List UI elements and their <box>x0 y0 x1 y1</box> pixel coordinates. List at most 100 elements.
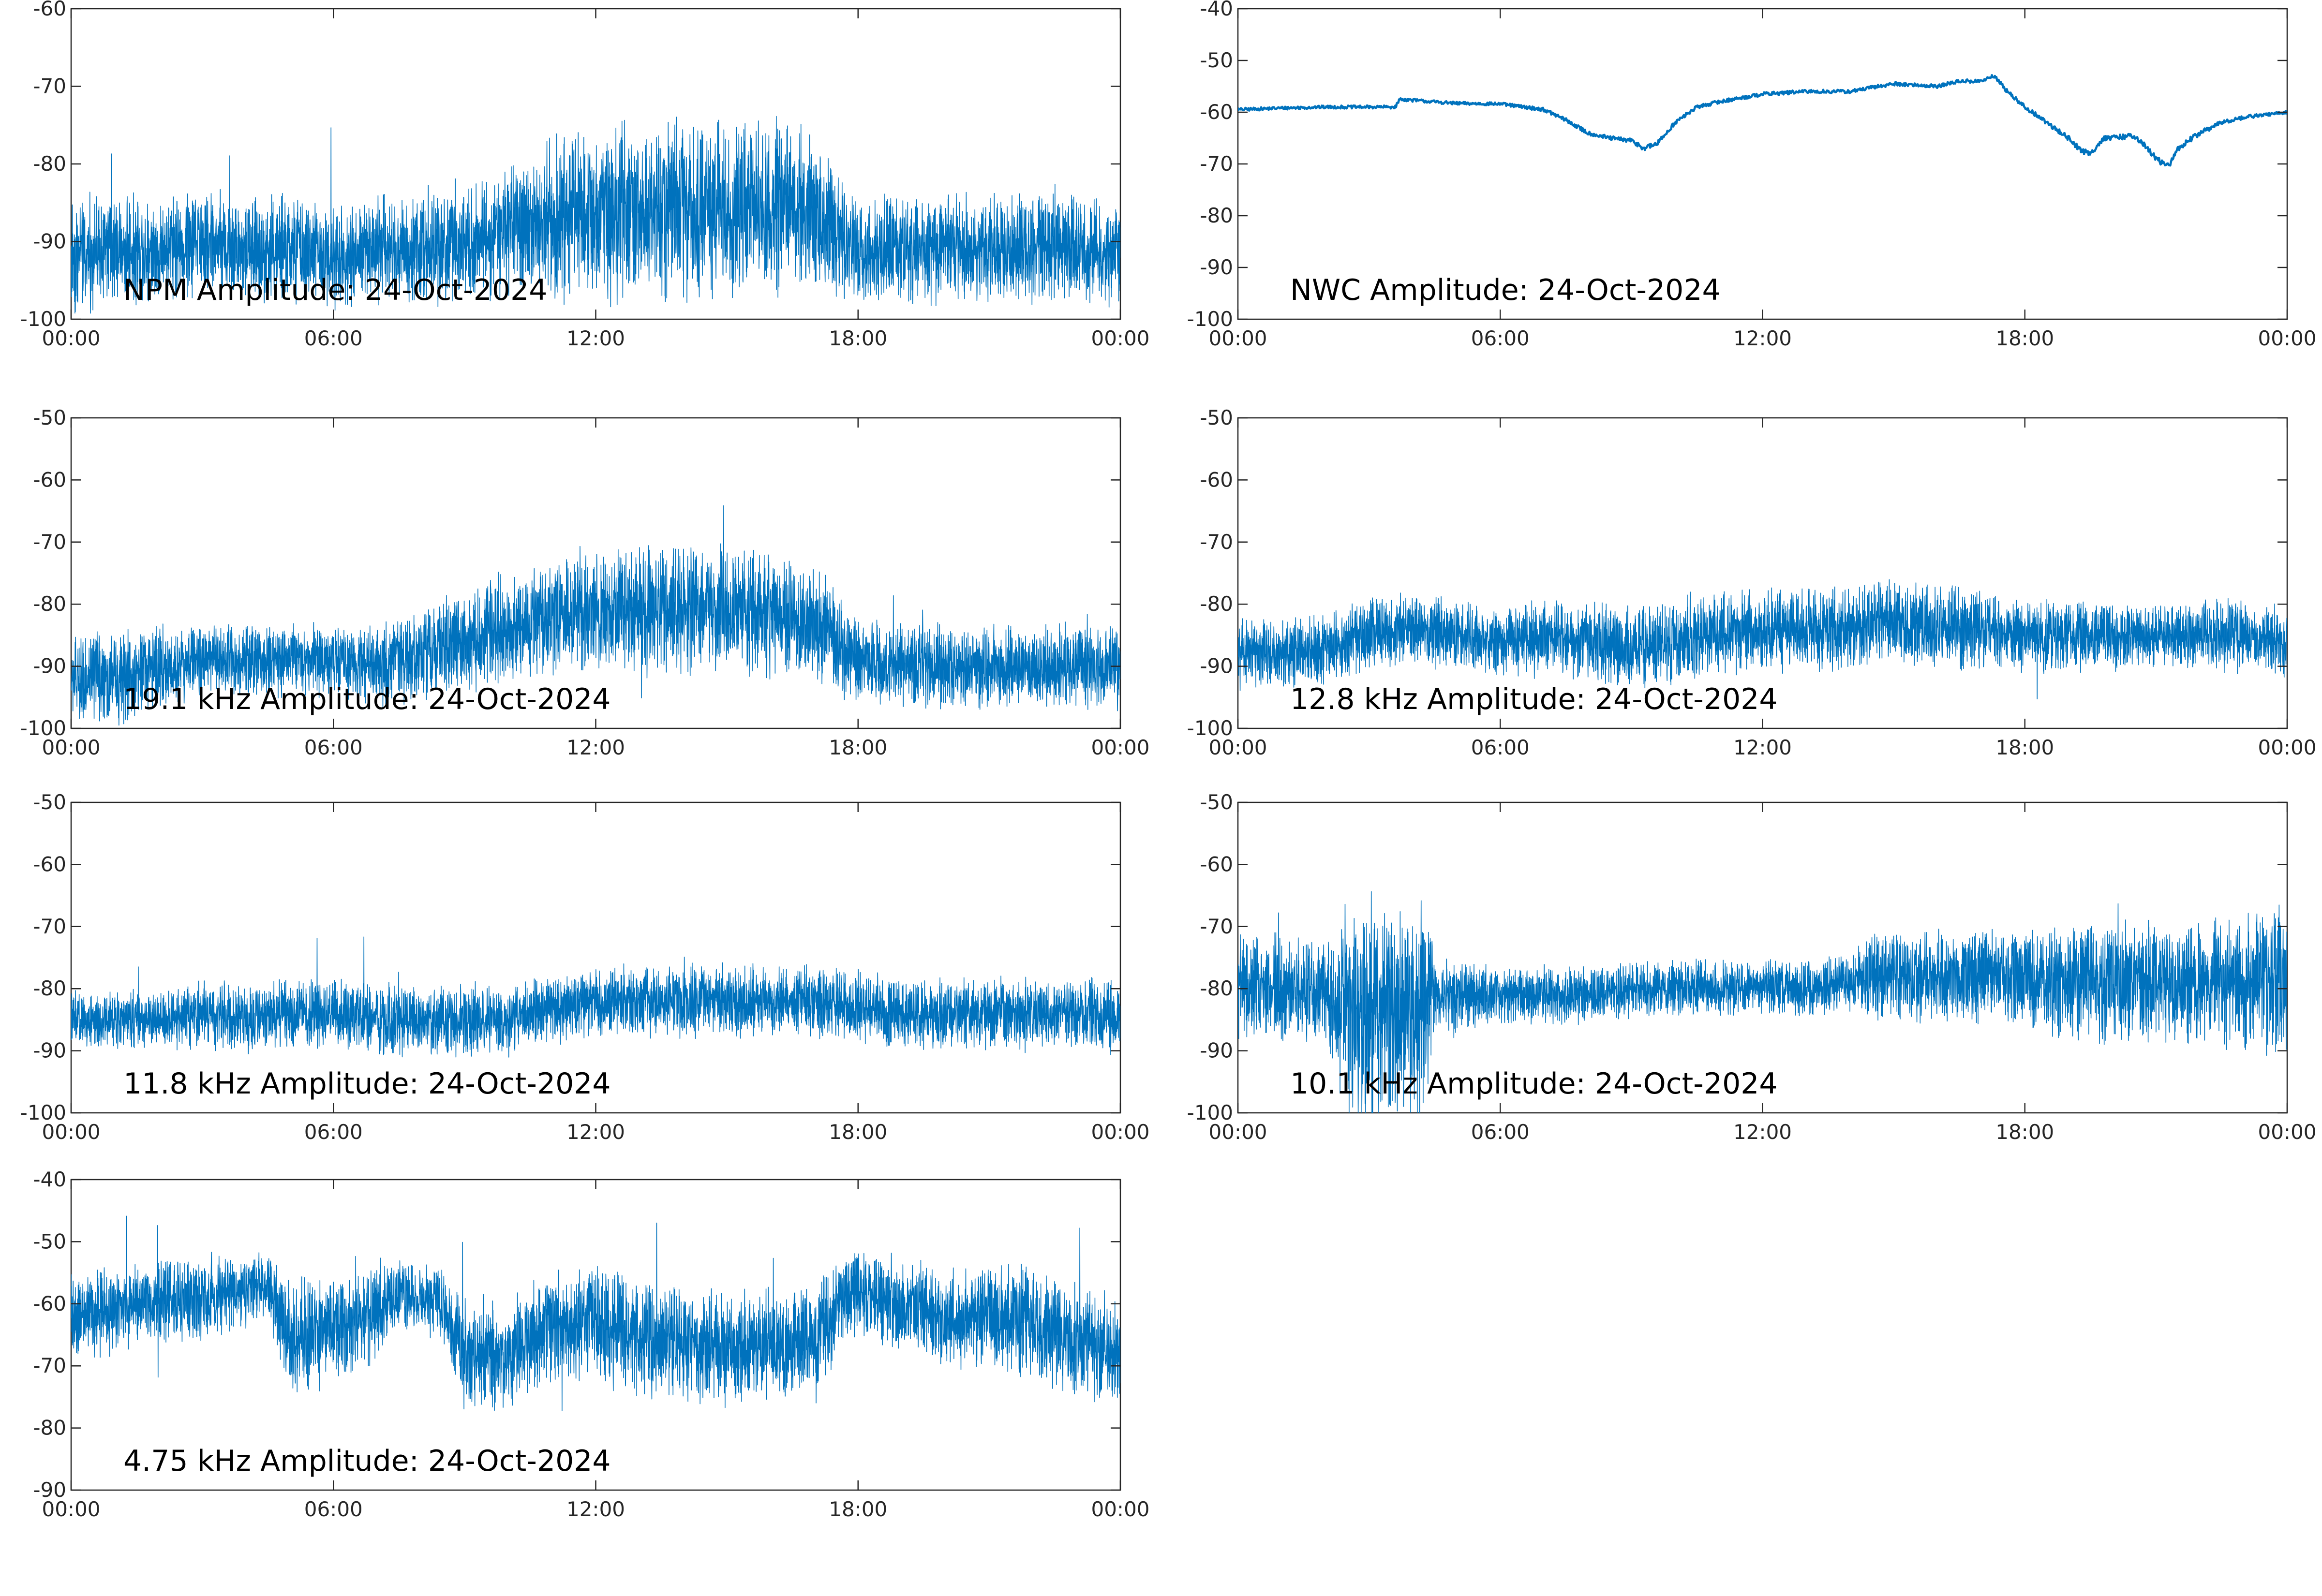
y-tick-label: -60 <box>33 0 66 20</box>
x-tick-label: 00:00 <box>2258 736 2316 759</box>
y-tick-label: -60 <box>1200 100 1233 124</box>
x-tick-label: 00:00 <box>42 326 100 350</box>
axes-frame <box>1237 8 2288 320</box>
chart-panel-5: -100 -90 -80 -70 -60 -50 00:00 06:00 12:00 18:00 0… <box>20 790 1150 1144</box>
y-tick-label: -100 <box>20 307 66 331</box>
x-tick-label: 12:00 <box>1733 1120 1792 1144</box>
y-tick-label: -90 <box>33 1039 66 1063</box>
chart-panel-2: -100 -90 -80 -70 -60 -50 -40 00:00 06:00 12:00 18:… <box>1187 0 2317 350</box>
y-tick-label: -90 <box>33 230 66 253</box>
x-tick-label: 18:00 <box>1995 326 2054 350</box>
y-tick-label: -100 <box>1187 716 1233 740</box>
y-tick-label: -50 <box>1200 406 1233 429</box>
x-tick-label: 00:00 <box>1091 1497 1149 1521</box>
y-tick-label: -60 <box>33 468 66 491</box>
x-tick-label: 12:00 <box>566 1497 625 1521</box>
y-tick-label: -100 <box>20 716 66 740</box>
y-tick-label: -100 <box>1187 307 1233 331</box>
y-tick-label: -80 <box>33 976 66 1000</box>
x-tick-label: 18:00 <box>1995 1120 2054 1144</box>
y-tick-label: -100 <box>1187 1101 1233 1124</box>
chart-panel-6: -100 -90 -80 -70 -60 -50 00:00 06:00 12:00 18:00 0… <box>1187 790 2317 1144</box>
x-tick-label: 12:00 <box>566 1120 625 1144</box>
x-tick-label: 12:00 <box>566 326 625 350</box>
y-tick-label: -100 <box>20 1101 66 1124</box>
panel-title: NWC Amplitude: 24-Oct-2024 <box>1290 273 1721 307</box>
y-tick-label: -90 <box>33 1478 66 1502</box>
y-tick-label: -90 <box>1200 1039 1233 1063</box>
chart-panel-1: -100 -90 -80 -70 -60 00:00 06:00 12:00 18:00 00:0… <box>20 0 1150 350</box>
y-tick-label: -50 <box>1200 48 1233 72</box>
series-trace <box>71 1215 1120 1411</box>
x-tick-label: 00:00 <box>42 1497 100 1521</box>
x-tick-label: 18:00 <box>829 1120 887 1144</box>
x-tick-label: 00:00 <box>1208 326 1267 350</box>
x-tick-label: 12:00 <box>1733 736 1792 759</box>
chart-panel-4: -100 -90 -80 -70 -60 -50 00:00 06:00 12:00 18:00 0… <box>1187 406 2317 759</box>
panel-title: NPM Amplitude: 24-Oct-2024 <box>123 273 547 307</box>
axes-frame <box>70 801 1121 1114</box>
y-tick-label: -70 <box>1200 152 1233 176</box>
y-tick-label: -80 <box>1200 592 1233 616</box>
y-tick-label: -60 <box>33 852 66 876</box>
y-tick-label: -80 <box>33 152 66 176</box>
series-trace <box>71 505 1120 726</box>
x-tick-label: 06:00 <box>1471 326 1530 350</box>
x-tick-label: 06:00 <box>304 1120 363 1144</box>
y-tick-label: -50 <box>33 790 66 814</box>
panel-title: 10.1 kHz Amplitude: 24-Oct-2024 <box>1290 1067 1778 1101</box>
y-tick-label: -70 <box>1200 915 1233 938</box>
x-tick-label: 06:00 <box>304 736 363 759</box>
y-tick-label: -70 <box>33 74 66 98</box>
series-trace <box>1238 579 2287 699</box>
chart-panel-7: -90 -80 -70 -60 -50 -40 00:00 06:00 12:00 18:00 00… <box>33 1167 1149 1521</box>
y-tick-label: -80 <box>33 592 66 616</box>
panel-title: 4.75 kHz Amplitude: 24-Oct-2024 <box>123 1444 611 1478</box>
x-tick-label: 00:00 <box>42 1120 100 1144</box>
panels: -100 -90 -80 -70 -60 00:00 06:00 12:00 18:00 00:0… <box>20 0 2317 1521</box>
axes-frame <box>1237 417 2288 729</box>
y-tick-label: -80 <box>1200 204 1233 227</box>
y-tick-label: -70 <box>33 1354 66 1377</box>
series-trace <box>71 936 1120 1058</box>
x-tick-label: 00:00 <box>1091 326 1149 350</box>
y-tick-label: -70 <box>33 915 66 938</box>
y-tick-label: -50 <box>33 1229 66 1253</box>
x-tick-label: 00:00 <box>1208 1120 1267 1144</box>
x-tick-label: 00:00 <box>2258 326 2316 350</box>
y-tick-label: -80 <box>33 1416 66 1440</box>
series-trace <box>71 116 1120 314</box>
x-tick-label: 12:00 <box>566 736 625 759</box>
x-tick-label: 18:00 <box>829 736 887 759</box>
x-tick-label: 06:00 <box>1471 1120 1530 1144</box>
x-tick-label: 06:00 <box>1471 736 1530 759</box>
y-tick-label: -90 <box>1200 654 1233 678</box>
y-tick-label: -90 <box>1200 255 1233 279</box>
x-tick-label: 00:00 <box>2258 1120 2316 1144</box>
y-tick-label: -40 <box>1200 0 1233 20</box>
y-tick-label: -90 <box>33 654 66 678</box>
chart-panel-3: -100 -90 -80 -70 -60 -50 00:00 06:00 12:00 18:00 0… <box>20 406 1150 759</box>
y-tick-label: -60 <box>33 1292 66 1315</box>
panel-title: 11.8 kHz Amplitude: 24-Oct-2024 <box>123 1067 611 1101</box>
x-tick-label: 18:00 <box>1995 736 2054 759</box>
x-tick-label: 18:00 <box>829 1497 887 1521</box>
y-tick-label: -60 <box>1200 468 1233 491</box>
y-tick-label: -80 <box>1200 976 1233 1000</box>
y-tick-label: -70 <box>1200 530 1233 554</box>
x-tick-label: 00:00 <box>1208 736 1267 759</box>
panel-title: 19.1 kHz Amplitude: 24-Oct-2024 <box>123 682 611 716</box>
x-tick-label: 00:00 <box>1091 1120 1149 1144</box>
x-tick-label: 18:00 <box>829 326 887 350</box>
y-tick-label: -40 <box>33 1167 66 1191</box>
y-tick-label: -60 <box>1200 852 1233 876</box>
x-tick-label: 00:00 <box>1091 736 1149 759</box>
panel-title: 12.8 kHz Amplitude: 24-Oct-2024 <box>1290 682 1778 716</box>
series-trace <box>1238 891 2287 1113</box>
y-tick-label: -50 <box>1200 790 1233 814</box>
y-tick-label: -70 <box>33 530 66 554</box>
x-tick-label: 06:00 <box>304 1497 363 1521</box>
y-tick-label: -50 <box>33 406 66 429</box>
x-tick-label: 00:00 <box>42 736 100 759</box>
